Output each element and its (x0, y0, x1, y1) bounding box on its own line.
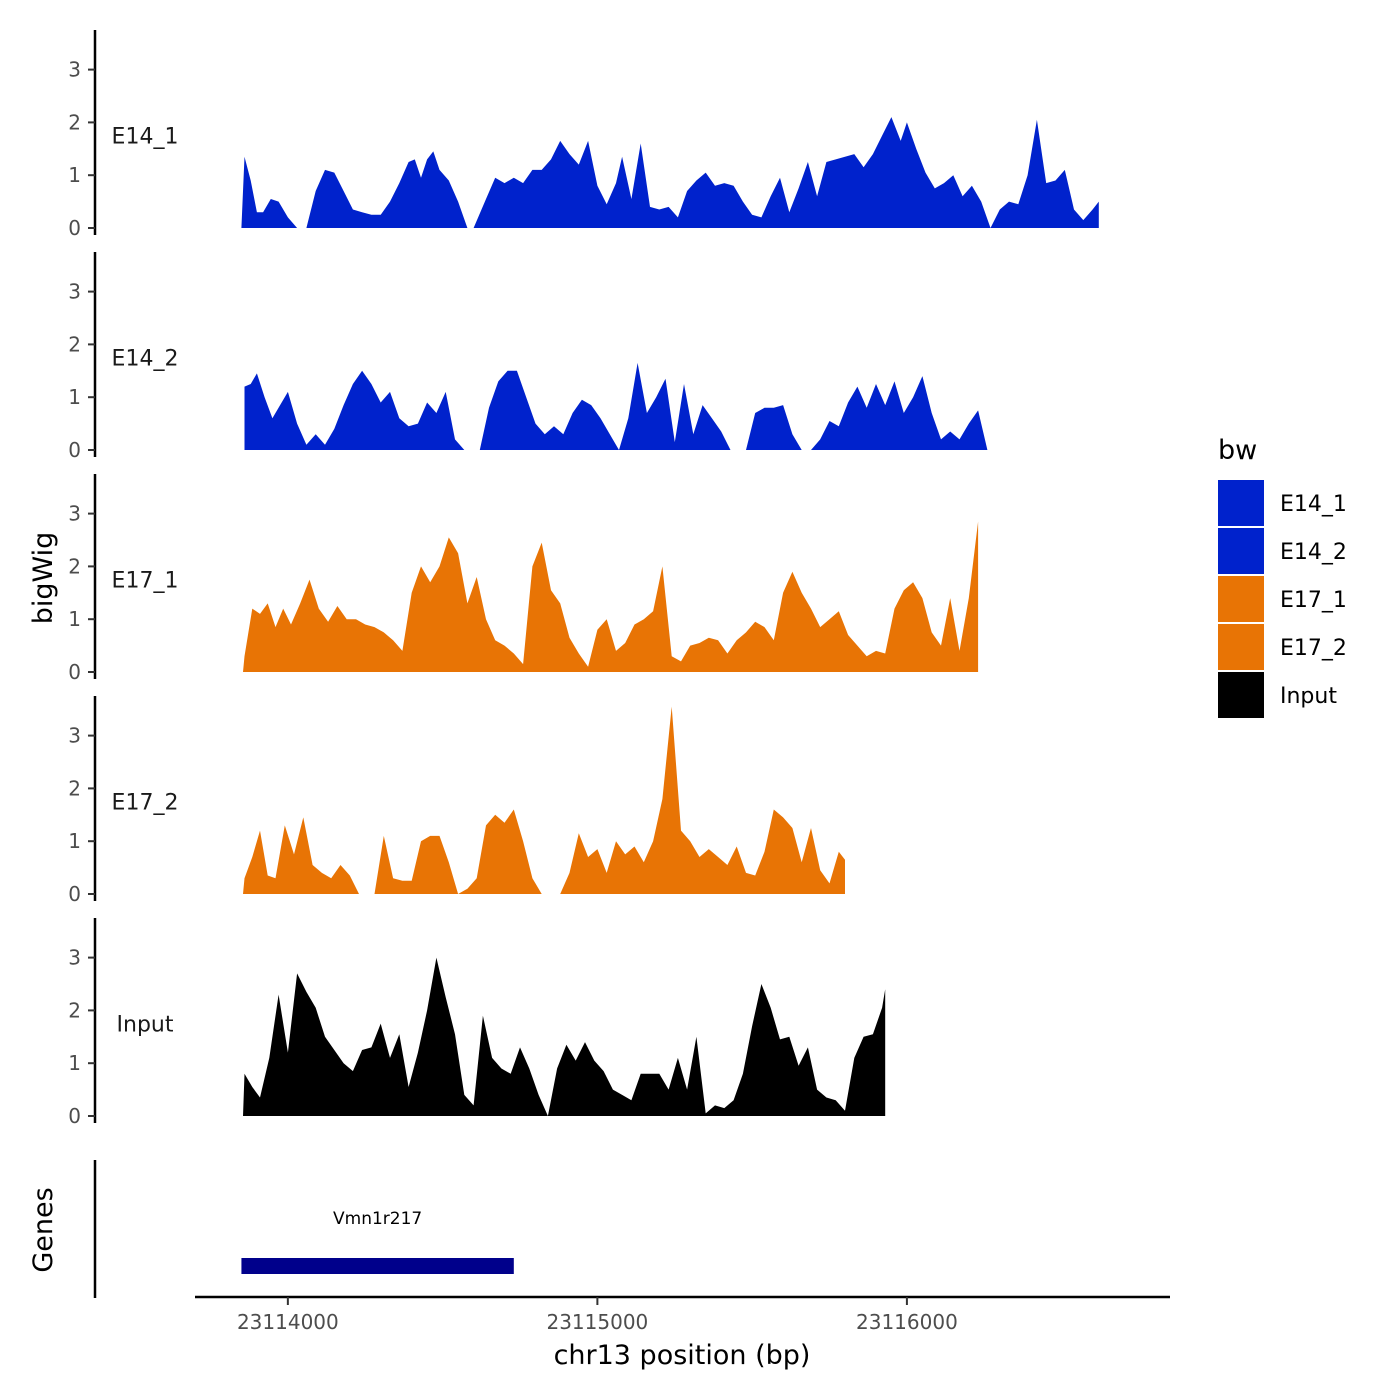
signal-area-e14-2 (244, 362, 988, 450)
x-tick-label: 23115000 (546, 1310, 648, 1334)
legend-title: bw (1218, 435, 1257, 466)
genes-panel: Vmn1r217 (93, 1160, 514, 1298)
gene-bar (241, 1258, 514, 1274)
gene-label: Vmn1r217 (333, 1209, 422, 1229)
track-e14-2: 0 1 2 3 E14_2 (68, 252, 988, 462)
y-tick-label: 3 (68, 502, 81, 526)
y-tick-label: 2 (68, 554, 81, 578)
x-axis-title: chr13 position (bp) (554, 1340, 811, 1371)
y-tick-label: 1 (68, 607, 81, 631)
track-e17-1: 0 1 2 3 E17_1 (68, 474, 979, 684)
legend-swatch (1218, 576, 1264, 622)
y-tick-label: 0 (68, 882, 81, 906)
legend-swatch (1218, 672, 1264, 718)
y-tick-label: 1 (68, 163, 81, 187)
y-tick-label: 1 (68, 829, 81, 853)
y-tick-label: 2 (68, 998, 81, 1022)
y-tick-label: 2 (68, 332, 81, 356)
track-label: E17_1 (112, 569, 179, 594)
signal-area-input (243, 957, 886, 1116)
tracks-panel: 0 1 2 3 E14_1 0 1 2 3 E14_2 0 1 2 3 E17_1 0 1 2 3 E17_2 0 1 2 3… (68, 30, 1099, 1128)
track-e17-2: 0 1 2 3 E17_2 (68, 696, 845, 906)
y-tick-label: 0 (68, 438, 81, 462)
legend-label: E17_2 (1280, 636, 1347, 661)
x-tick-label: 23114000 (237, 1310, 339, 1334)
y-tick-label: 1 (68, 1051, 81, 1075)
y-tick-label: 3 (68, 946, 81, 970)
track-e14-1: 0 1 2 3 E14_1 (68, 30, 1099, 240)
legend-label: Input (1280, 684, 1337, 709)
y-tick-label: 0 (68, 216, 81, 240)
track-input: 0 1 2 3 Input (68, 918, 886, 1128)
track-label: E17_2 (112, 791, 179, 816)
signal-area-e17-2 (243, 706, 845, 894)
legend: bw E14_1 E14_2 E17_1 E17_2 Input (1218, 435, 1347, 718)
legend-swatch (1218, 624, 1264, 670)
x-axis: 23114000 23115000 23116000 (195, 1295, 1170, 1334)
signal-area-e17-1 (243, 521, 979, 672)
signal-area-e14-1 (241, 117, 1099, 228)
y-tick-label: 0 (68, 660, 81, 684)
y-tick-label: 3 (68, 724, 81, 748)
genes-axis-title: Genes (28, 1187, 59, 1272)
track-label: Input (117, 1013, 174, 1038)
y-tick-label: 3 (68, 58, 81, 82)
x-tick-label: 23116000 (856, 1310, 958, 1334)
legend-label: E17_1 (1280, 588, 1347, 613)
y-tick-label: 2 (68, 110, 81, 134)
track-label: E14_1 (112, 125, 179, 150)
y-tick-label: 1 (68, 385, 81, 409)
legend-label: E14_1 (1280, 492, 1347, 517)
y-axis-title: bigWig (28, 532, 59, 625)
legend-swatch (1218, 480, 1264, 526)
legend-swatch (1218, 528, 1264, 574)
y-tick-label: 3 (68, 280, 81, 304)
y-tick-label: 2 (68, 776, 81, 800)
y-tick-label: 0 (68, 1104, 81, 1128)
track-label: E14_2 (112, 347, 179, 372)
legend-label: E14_2 (1280, 540, 1347, 565)
